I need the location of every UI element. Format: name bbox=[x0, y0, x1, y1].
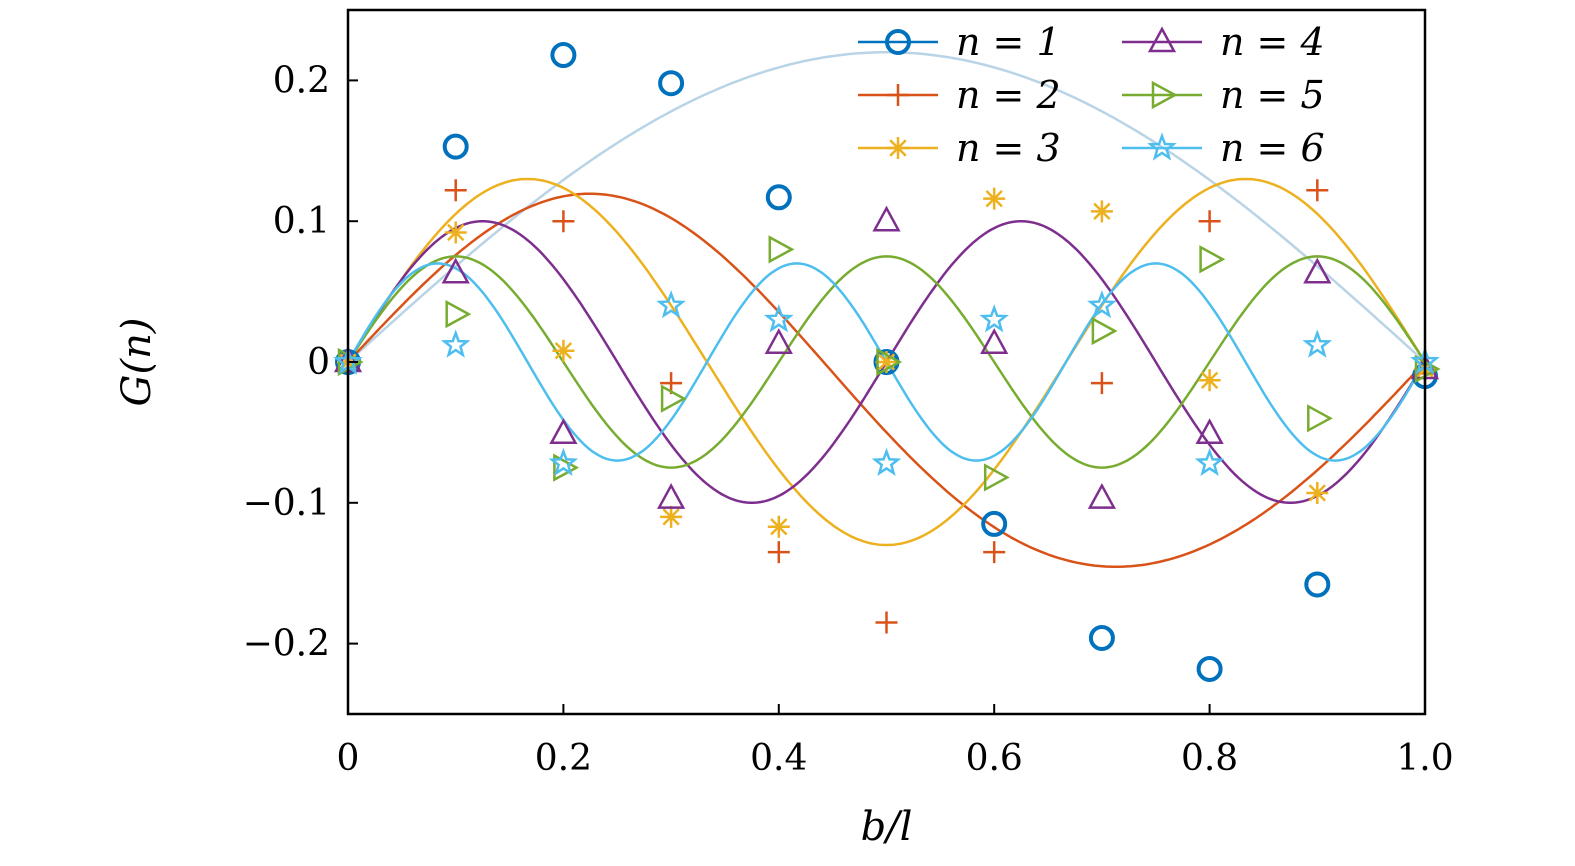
legend-marker-circle bbox=[885, 29, 911, 55]
data-point-circle bbox=[981, 510, 1008, 537]
legend-marker-plus bbox=[887, 84, 909, 106]
legend-label: n = 1 bbox=[956, 20, 1061, 64]
data-point-star bbox=[763, 304, 794, 333]
y-tick-label: 0 bbox=[307, 342, 330, 383]
legend-item: n = 5 bbox=[1122, 73, 1325, 117]
data-point-circle bbox=[442, 133, 469, 160]
x-tick-label: 0.8 bbox=[1181, 738, 1238, 779]
legend-label: n = 3 bbox=[956, 126, 1061, 170]
data-point-plus bbox=[552, 210, 575, 233]
legend-label: n = 4 bbox=[1220, 20, 1325, 64]
data-point-circle bbox=[658, 70, 685, 97]
data-point-star bbox=[871, 447, 902, 476]
data-point-triangle-right bbox=[553, 453, 580, 482]
data-point-asterisk bbox=[444, 221, 467, 244]
data-point-circle bbox=[1304, 571, 1331, 598]
data-point-star bbox=[1194, 447, 1225, 476]
data-point-triangle-up bbox=[1303, 257, 1332, 284]
data-point-plus bbox=[983, 541, 1006, 564]
data-point-triangle-up bbox=[1087, 482, 1117, 509]
data-point-triangle-right bbox=[1414, 354, 1441, 384]
x-axis-ticks: 0 0.2 0.4 0.6 0.8 1.0 bbox=[337, 704, 1454, 779]
data-point-triangle-right bbox=[1307, 404, 1333, 433]
x-tick-label: 0.6 bbox=[966, 738, 1023, 779]
legend-item: n = 4 bbox=[1122, 20, 1325, 64]
data-point-plus bbox=[875, 611, 898, 634]
y-axis-ticks: −0.2 −0.1 0 0.1 0.2 bbox=[243, 60, 358, 665]
data-point-plus bbox=[1198, 210, 1221, 233]
data-point-star bbox=[1087, 290, 1117, 319]
data-point-circle bbox=[550, 42, 577, 69]
y-axis-label: G(n) bbox=[114, 318, 160, 407]
data-point-triangle-up bbox=[656, 482, 686, 509]
legend-marker-triangle-up bbox=[1147, 26, 1177, 53]
data-point-asterisk bbox=[1090, 200, 1113, 223]
data-point-triangle-up bbox=[441, 257, 470, 284]
data-point-triangle-up bbox=[764, 328, 793, 354]
legend-marker-star bbox=[1147, 132, 1177, 161]
y-tick-label: 0.2 bbox=[273, 60, 330, 101]
data-point-asterisk bbox=[660, 505, 683, 528]
data-point-triangle-right bbox=[1091, 316, 1118, 346]
data-point-star bbox=[1302, 329, 1333, 358]
data-point-plus bbox=[1306, 179, 1329, 202]
y-tick-label: 0.1 bbox=[273, 201, 330, 242]
plot-frame bbox=[346, 8, 1427, 716]
data-point-plus bbox=[444, 179, 467, 202]
series-line bbox=[346, 255, 1427, 469]
data-point-asterisk bbox=[1306, 481, 1329, 504]
data-point-triangle-up bbox=[872, 205, 901, 232]
data-point-star bbox=[979, 304, 1010, 333]
legend-marker-asterisk bbox=[887, 137, 909, 159]
data-point-circle bbox=[1088, 624, 1115, 651]
y-tick-label: −0.2 bbox=[243, 624, 330, 665]
data-point-triangle-up bbox=[980, 328, 1009, 354]
data-point-circle bbox=[1196, 655, 1223, 682]
data-point-asterisk bbox=[875, 351, 898, 373]
x-tick-label: 1.0 bbox=[1396, 738, 1453, 779]
data-point-asterisk bbox=[552, 339, 575, 362]
data-point-star bbox=[656, 290, 686, 319]
x-tick-label: 0 bbox=[337, 738, 360, 779]
data-point-triangle-right bbox=[768, 235, 795, 264]
data-point-asterisk bbox=[983, 187, 1006, 210]
data-point-asterisk bbox=[767, 515, 790, 538]
data-point-asterisk bbox=[1198, 369, 1221, 392]
data-point-triangle-up bbox=[1195, 418, 1224, 445]
legend-item: n = 3 bbox=[858, 126, 1061, 170]
data-point-plus bbox=[767, 541, 790, 564]
y-tick-label: −0.1 bbox=[243, 483, 330, 524]
data-point-triangle-right bbox=[1199, 245, 1226, 274]
legend: n = 1 n = 2 n = 3 n = 4 n = 5 n = 6 bbox=[858, 20, 1325, 170]
x-tick-label: 0.2 bbox=[535, 738, 592, 779]
series-line bbox=[347, 192, 1426, 569]
data-point-star bbox=[548, 447, 579, 476]
x-tick-label: 0.4 bbox=[750, 738, 807, 779]
data-point-plus bbox=[1090, 372, 1113, 395]
legend-item: n = 1 bbox=[858, 20, 1061, 64]
legend-marker-triangle-right bbox=[1151, 80, 1178, 110]
data-point-circle bbox=[765, 184, 792, 211]
series-markers bbox=[333, 42, 1441, 682]
data-point-triangle-right bbox=[660, 384, 687, 413]
data-point-triangle-right bbox=[445, 300, 472, 329]
x-axis-label: b/l bbox=[861, 804, 913, 850]
legend-item: n = 2 bbox=[858, 73, 1061, 117]
data-point-triangle-up bbox=[549, 418, 578, 445]
data-point-star bbox=[440, 329, 471, 358]
legend-label: n = 5 bbox=[1220, 73, 1325, 117]
legend-label: n = 2 bbox=[956, 73, 1061, 117]
legend-item: n = 6 bbox=[1122, 126, 1325, 170]
legend-label: n = 6 bbox=[1220, 126, 1325, 170]
data-point-triangle-right bbox=[876, 347, 903, 377]
series-line bbox=[346, 177, 1427, 547]
data-point-triangle-right bbox=[983, 463, 1010, 492]
